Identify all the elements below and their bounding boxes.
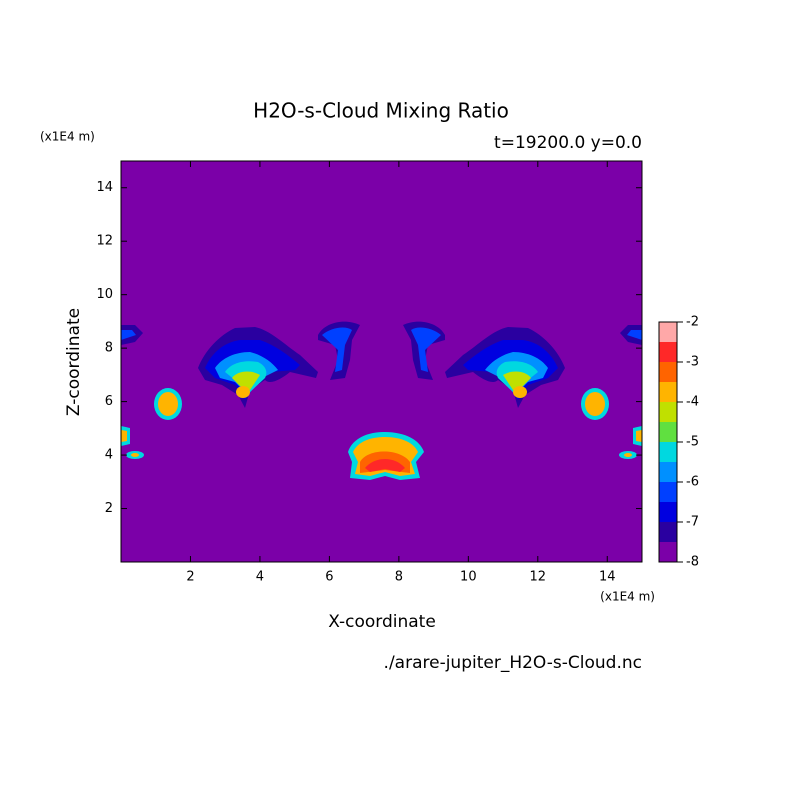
chart-subtitle: t=19200.0 y=0.0 [494,133,642,153]
y-axis-label: Z-coordinate [64,308,84,416]
colorbar-band [659,342,677,362]
y-tick-label: 10 [96,287,113,302]
colorbar-band [659,442,677,462]
cloud-contour [131,453,139,457]
colorbar-band [659,322,677,342]
colorbar-band [659,462,677,482]
colorbar-tick-label: -6 [686,475,699,490]
cloud-contour [236,386,250,398]
x-tick-label: 4 [256,570,264,585]
chart-title: H2O-s-Cloud Mixing Ratio [253,99,509,123]
y-unit: (x1E4 m) [40,130,95,144]
colorbar-band [659,382,677,402]
colorbar-band [659,522,677,542]
colorbar-tick-label: -7 [686,515,699,530]
colorbar-band [659,422,677,442]
colorbar-tick-label: -3 [686,355,699,370]
colorbar-band [659,482,677,502]
x-tick-label: 12 [530,570,547,585]
colorbar-tick-label: -8 [686,555,699,570]
colorbar-band [659,402,677,422]
x-axis-label: X-coordinate [328,612,436,632]
cloud-contour [121,430,127,442]
colorbar-tick-label: -5 [686,435,699,450]
colorbar-band [659,542,677,562]
source-file: ./arare-jupiter_H2O-s-Cloud.nc [384,653,642,673]
colorbar-band [659,362,677,382]
cloud-contour [232,371,260,390]
cloud-group [121,321,360,459]
y-tick-label: 12 [96,234,113,249]
x-tick-label: 8 [395,570,403,585]
y-tick-label: 6 [105,394,113,409]
x-tick-label: 2 [186,570,194,585]
plot-frame [120,160,643,563]
x-tick-label: 10 [460,570,477,585]
cloud-contour [158,392,178,416]
colorbar-frame [658,321,678,563]
colorbar-band [659,502,677,522]
colorbar-tick-label: -4 [686,395,699,410]
x-tick-label: 14 [599,570,616,585]
x-unit: (x1E4 m) [600,590,655,604]
contour-field [121,161,642,562]
colorbar-tick-label: -2 [686,315,699,330]
y-tick-label: 2 [105,501,113,516]
y-tick-label: 8 [105,341,113,356]
y-tick-label: 14 [96,180,113,195]
background-level [121,161,642,562]
cloud-contour [365,459,405,472]
cloud-contour [121,330,136,340]
x-tick-label: 6 [325,570,333,585]
y-tick-label: 4 [105,448,113,463]
cloud-contour [322,327,352,372]
